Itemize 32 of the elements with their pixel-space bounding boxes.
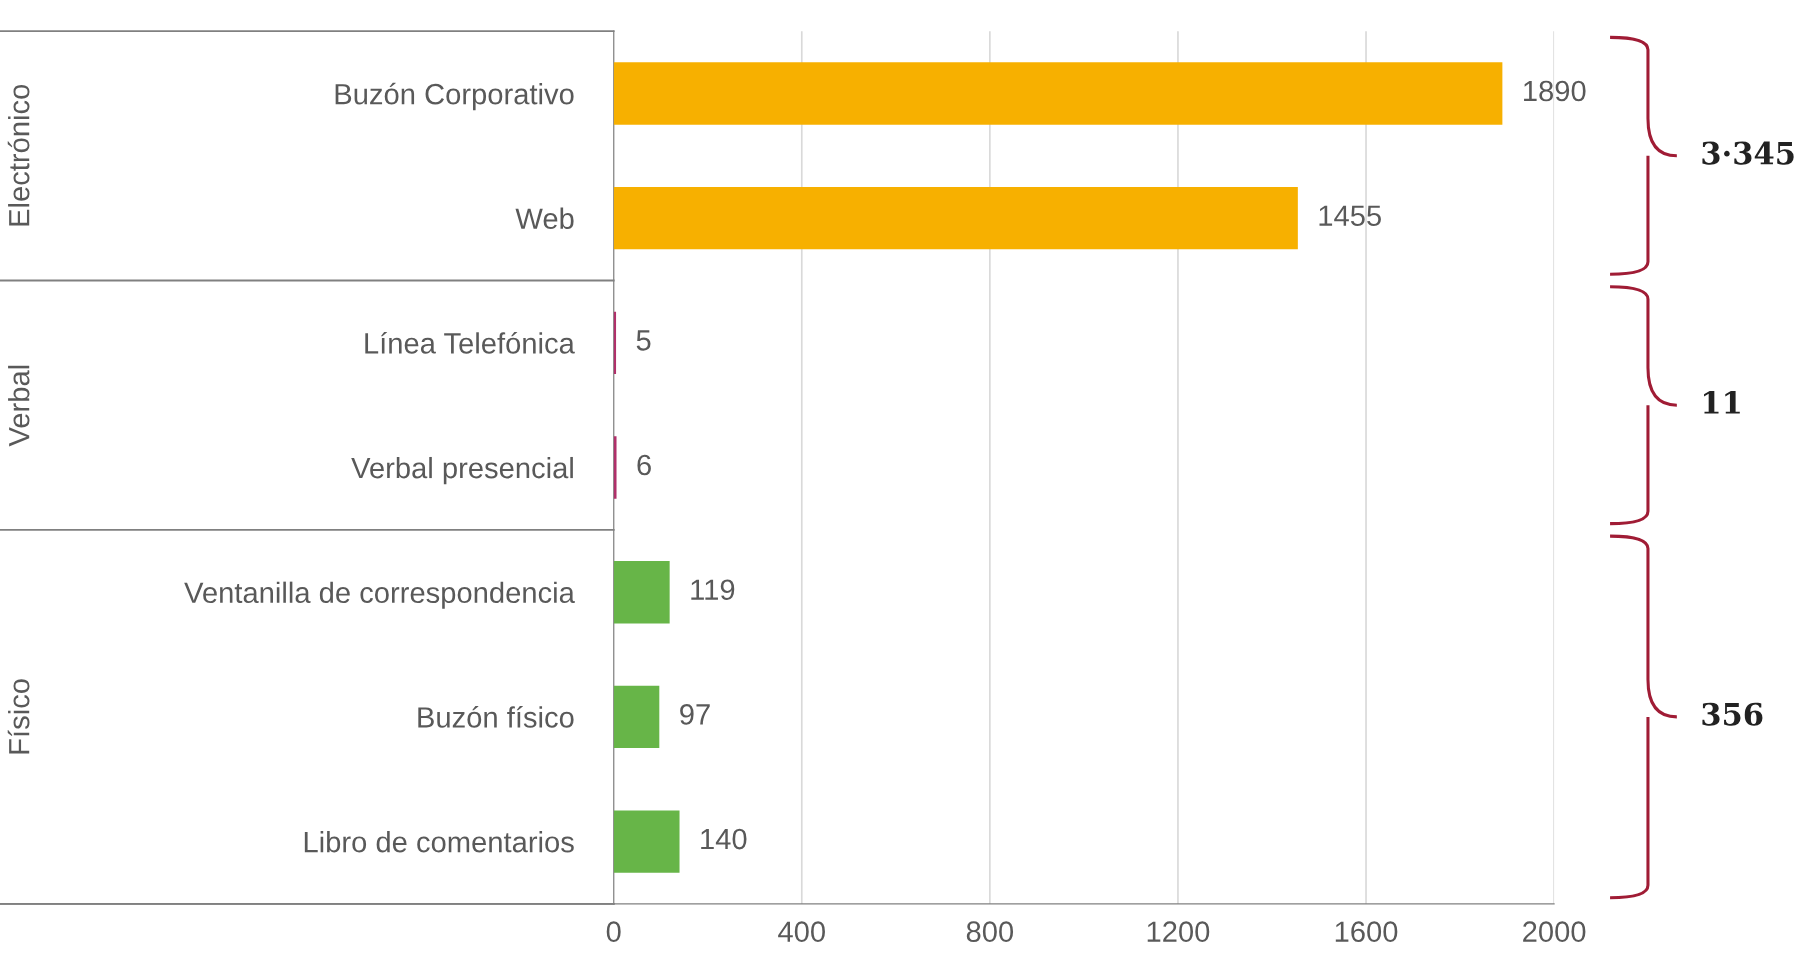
y-tick-label: Línea Telefónica	[365, 331, 575, 354]
text: 3·345	[1702, 141, 1794, 165]
data-label: 140	[701, 828, 747, 850]
bar	[613, 186, 1298, 250]
y-tick-label: Ventanilla de correspondencia	[184, 581, 575, 609]
data-label: 1455	[1319, 205, 1381, 226]
text: 356	[1702, 702, 1763, 726]
x-tick-label: 1600	[1335, 921, 1398, 943]
y-tick-label: Libro de comentarios	[304, 831, 574, 853]
y-tick-label: Web	[515, 207, 574, 230]
x-tick-label: 0	[606, 921, 621, 943]
x-tick-label: 2000	[1523, 921, 1586, 943]
x-tick-label: 400	[778, 921, 825, 943]
data-label: 6	[637, 454, 651, 476]
y-tick-label: Buzón Corporativo	[335, 82, 574, 111]
x-tick-label: 1200	[1147, 921, 1210, 943]
y-tick-label: Verbal presencial	[351, 456, 573, 485]
data-label: 119	[691, 579, 735, 601]
x-tick-label: 800	[966, 921, 1014, 943]
bar	[613, 810, 680, 873]
bar	[613, 685, 660, 749]
bar	[613, 561, 670, 624]
text: 11	[1704, 390, 1740, 414]
data-label: 1890	[1524, 80, 1586, 102]
text: Electrónico	[7, 84, 30, 226]
data-label: 97	[680, 704, 710, 725]
text: Verbal	[8, 365, 30, 447]
bar	[613, 436, 617, 499]
data-label: 5	[636, 330, 651, 351]
bar	[613, 62, 1503, 125]
y-tick-label: Buzón físico	[418, 705, 574, 728]
text: Físico	[7, 679, 30, 754]
